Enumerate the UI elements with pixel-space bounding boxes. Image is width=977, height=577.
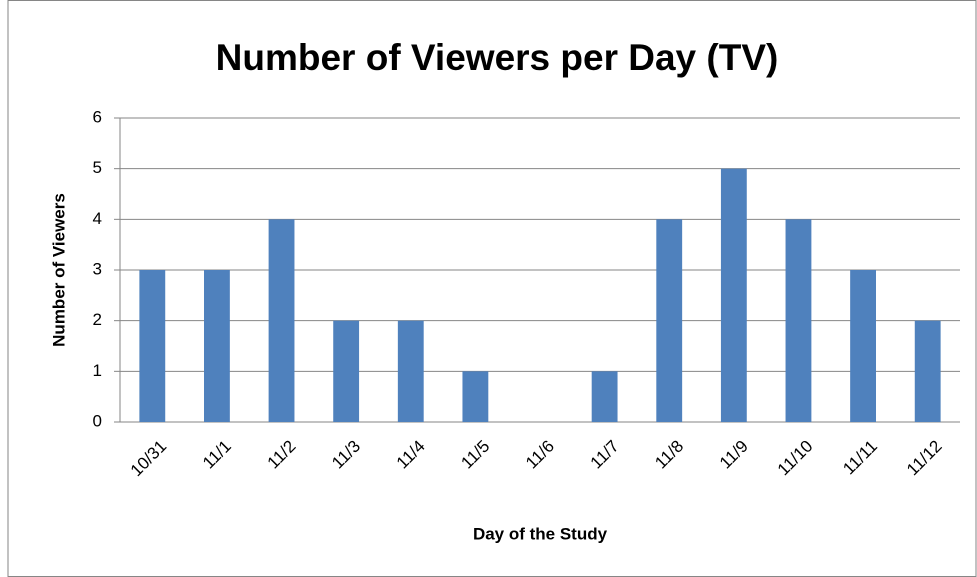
chart-frame	[7, 0, 977, 577]
y-axis-label: Number of Viewers	[49, 193, 68, 347]
bar	[139, 270, 166, 422]
bar	[785, 219, 812, 422]
y-tick-label: 0	[93, 411, 102, 430]
bar	[591, 371, 618, 422]
bar	[850, 270, 876, 422]
bar	[268, 219, 295, 422]
bar	[397, 320, 424, 422]
bar	[914, 320, 941, 422]
y-tick-label: 6	[93, 107, 102, 126]
y-tick-label: 4	[93, 209, 102, 228]
y-tick-label: 1	[93, 361, 102, 380]
x-axis-label: Day of the Study	[473, 524, 608, 543]
bar	[204, 270, 230, 422]
bar	[333, 320, 360, 422]
y-tick-label: 2	[93, 310, 102, 329]
bar	[656, 219, 683, 422]
bar	[462, 371, 489, 422]
y-tick-label: 5	[93, 158, 102, 177]
bar	[720, 168, 747, 422]
y-tick-label: 3	[93, 259, 102, 278]
chart-title: Number of Viewers per Day (TV)	[216, 37, 779, 78]
